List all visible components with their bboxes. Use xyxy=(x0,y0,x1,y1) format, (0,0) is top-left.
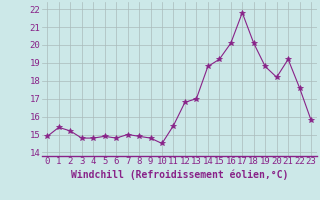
X-axis label: Windchill (Refroidissement éolien,°C): Windchill (Refroidissement éolien,°C) xyxy=(70,169,288,180)
